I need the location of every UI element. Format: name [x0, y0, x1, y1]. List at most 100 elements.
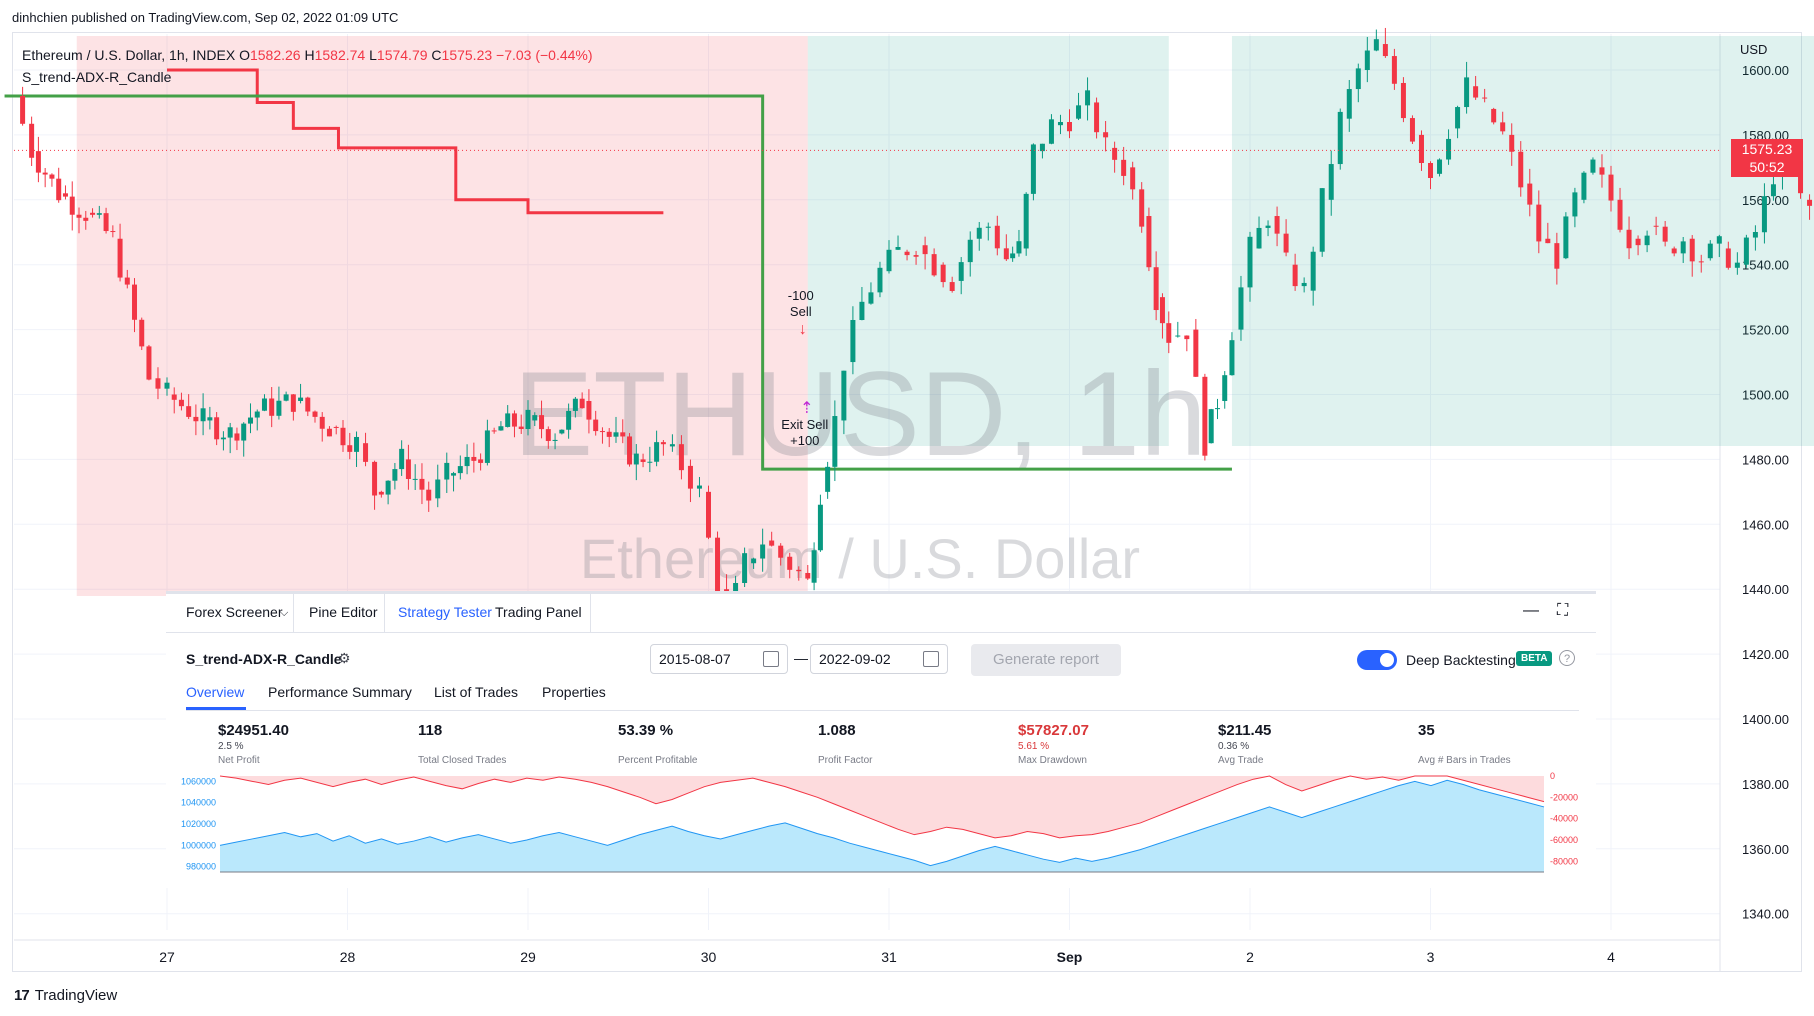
- candle-up: [817, 504, 823, 551]
- candle-up: [464, 456, 470, 467]
- metric-profit-factor: 1.088 Profit Factor: [818, 722, 872, 766]
- change-value: −7.03 (−0.44%): [496, 47, 593, 63]
- metric-percent: [1418, 741, 1511, 753]
- date-from-field[interactable]: 2015-08-07: [650, 644, 788, 674]
- candle-up: [958, 262, 964, 281]
- tab-forex-screener[interactable]: Forex Screener: [186, 604, 283, 620]
- candle-down: [660, 442, 666, 445]
- tradingview-logo-icon: 17: [14, 987, 30, 1004]
- candle-up: [1016, 241, 1022, 254]
- candle-down: [1274, 216, 1280, 234]
- tab-trading-panel[interactable]: Trading Panel: [495, 604, 582, 620]
- metric-label: Avg # Bars in Trades: [1418, 755, 1511, 766]
- date-to-field[interactable]: 2022-09-02: [810, 644, 948, 674]
- candle-down: [90, 212, 96, 215]
- metric-total-closed-trades: 118 Total Closed Trades: [418, 722, 506, 766]
- candle-down: [305, 397, 311, 412]
- candle-down: [42, 172, 48, 175]
- candle-up: [1256, 227, 1262, 249]
- chevron-down-icon[interactable]: ⌵: [280, 607, 289, 619]
- metric-avg-bars: 35 Avg # Bars in Trades: [1418, 722, 1511, 766]
- equity-line: [219, 779, 1545, 867]
- deep-backtesting-toggle[interactable]: [1357, 650, 1397, 670]
- candle-up: [850, 320, 856, 363]
- candle-up: [247, 417, 253, 424]
- generate-report-button[interactable]: Generate report: [971, 644, 1121, 676]
- candle-down: [1153, 267, 1159, 311]
- candle-down: [186, 406, 192, 417]
- metric-max-drawdown: $57827.07 5.61 % Max Drawdown: [1018, 722, 1089, 766]
- subtab-overview[interactable]: Overview: [186, 684, 245, 700]
- candle-down: [678, 444, 684, 471]
- close-label: C: [431, 47, 442, 63]
- candle-up: [1743, 237, 1749, 265]
- candle-down: [1653, 225, 1659, 227]
- candle-up: [633, 453, 639, 465]
- subtab-properties[interactable]: Properties: [542, 684, 606, 700]
- metric-label: Max Drawdown: [1018, 755, 1087, 766]
- drawdown-y-tick: -80000: [1550, 856, 1578, 866]
- candle-down: [1103, 132, 1109, 138]
- candle-down: [778, 545, 784, 558]
- candle-down: [378, 491, 384, 495]
- candle-up: [525, 409, 531, 430]
- metric-value: 35: [1418, 722, 1435, 739]
- symbol-title[interactable]: Ethereum / U.S. Dollar, 1h, INDEX: [22, 47, 236, 63]
- sell-arrow-icon: ↓: [799, 321, 807, 338]
- metric-value: 118: [418, 722, 443, 739]
- deep-backtesting-label: Deep Backtesting: [1406, 652, 1516, 668]
- subtab-list-of-trades[interactable]: List of Trades: [434, 684, 519, 700]
- settings-gear-icon[interactable]: ⚙: [338, 650, 351, 666]
- candle-up: [647, 461, 653, 463]
- indicator-title[interactable]: S_trend-ADX-R_Candle: [22, 69, 172, 85]
- metric-value: $57827.07: [1018, 722, 1089, 739]
- tab-strategy-tester[interactable]: Strategy Tester: [398, 604, 492, 620]
- candle-up: [985, 226, 991, 228]
- candle-up: [1265, 225, 1271, 228]
- maximize-icon[interactable]: ⛶: [1557, 602, 1569, 619]
- drawdown-y-tick: 0: [1550, 772, 1555, 781]
- metric-percent: 2.5 %: [218, 741, 244, 752]
- high-label: H: [304, 47, 315, 63]
- candle-down: [340, 427, 346, 446]
- candle-up: [1337, 111, 1343, 165]
- candle-up: [967, 239, 973, 263]
- metric-value: 1.088: [818, 722, 856, 739]
- tab-separator: [293, 594, 294, 632]
- supertrend-down-line: [167, 68, 664, 215]
- candle-up: [654, 442, 660, 462]
- candle-up: [1238, 287, 1244, 330]
- x-tick-label: 3: [1427, 949, 1435, 965]
- calendar-icon[interactable]: [763, 651, 779, 667]
- candle-down: [171, 394, 177, 400]
- candle-down: [419, 478, 425, 490]
- calendar-icon[interactable]: [923, 651, 939, 667]
- equity-chart[interactable]: 1060000 1040000 1020000 1000000 980000 0 -2000…: [166, 772, 1596, 884]
- candle-up: [298, 397, 304, 401]
- candle-down: [1428, 163, 1433, 178]
- metric-avg-trade: $211.45 0.36 % Avg Trade: [1218, 722, 1271, 766]
- candle-up: [1247, 236, 1253, 288]
- candle-up: [868, 292, 874, 304]
- help-icon[interactable]: ?: [1559, 650, 1575, 666]
- candle-down: [1382, 44, 1388, 57]
- candle-up: [1175, 335, 1181, 337]
- x-tick-label: 29: [520, 949, 536, 965]
- candle-down: [1807, 199, 1813, 206]
- subtab-performance-summary[interactable]: Performance Summary: [268, 684, 412, 700]
- trade-label: -100: [788, 288, 814, 303]
- trade-label: Exit Sell: [781, 417, 828, 432]
- minimize-icon[interactable]: —: [1523, 602, 1539, 619]
- candle-up: [1572, 192, 1578, 217]
- candle-down: [687, 465, 693, 489]
- candle-down: [1193, 329, 1199, 377]
- tab-separator: [384, 594, 385, 632]
- candle-up: [1076, 105, 1082, 119]
- candle-down: [269, 398, 275, 416]
- footer-brand[interactable]: 17 TradingView: [14, 987, 117, 1004]
- candle-down: [796, 569, 802, 572]
- candle-up: [1373, 39, 1379, 51]
- equity-y-tick: 1000000: [181, 840, 216, 850]
- tab-pine-editor[interactable]: Pine Editor: [309, 604, 378, 620]
